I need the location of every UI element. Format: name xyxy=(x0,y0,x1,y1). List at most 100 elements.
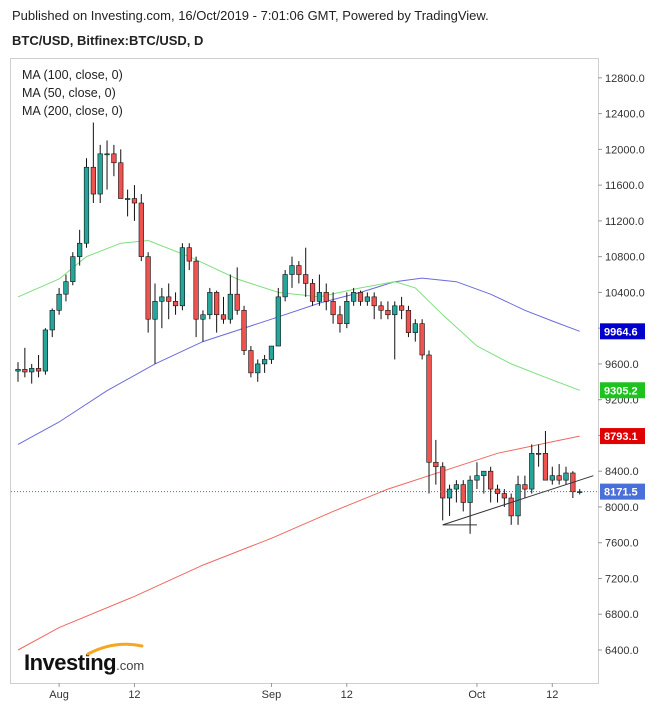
candle xyxy=(337,305,343,333)
candle-body xyxy=(83,166,90,244)
candle-body xyxy=(214,292,220,316)
candle xyxy=(186,243,192,271)
y-tick-label: 10800.0 xyxy=(605,252,645,264)
candle-body xyxy=(77,242,83,257)
candle xyxy=(63,274,69,302)
candle xyxy=(248,346,254,378)
x-tick-label: Aug xyxy=(49,689,69,701)
candle-body xyxy=(49,309,55,331)
candles xyxy=(15,122,583,534)
candle-body xyxy=(131,198,138,204)
candle xyxy=(282,270,288,302)
candle-body xyxy=(303,274,309,284)
candle-body xyxy=(248,350,254,374)
y-axis: 6400.06800.07200.07600.08000.08400.08800… xyxy=(598,73,645,657)
candle xyxy=(398,296,405,320)
y-tick-label: 7600.0 xyxy=(605,538,639,550)
candle-body xyxy=(549,475,555,481)
candle-body xyxy=(172,301,179,307)
candle xyxy=(145,252,151,333)
candle xyxy=(529,444,535,494)
candle-body xyxy=(440,466,446,499)
candle-body xyxy=(255,363,261,374)
y-tick-label: 7200.0 xyxy=(605,573,639,585)
candle xyxy=(289,256,295,288)
candle xyxy=(15,362,21,382)
candle xyxy=(481,470,487,494)
candle-body xyxy=(488,470,494,490)
candle-body xyxy=(159,296,165,302)
candle xyxy=(207,287,213,320)
legend-ma50: MA (50, close, 0) xyxy=(22,86,116,100)
y-tick-label: 6800.0 xyxy=(605,609,639,621)
candle-body xyxy=(227,293,233,320)
candle-body xyxy=(220,314,227,320)
candle xyxy=(227,274,233,324)
moving-averages xyxy=(17,239,580,651)
y-tick-label: 12000.0 xyxy=(605,144,645,156)
candle xyxy=(42,328,48,375)
candle xyxy=(214,290,220,333)
candle-body xyxy=(104,153,110,156)
candle-body xyxy=(15,368,21,372)
candle xyxy=(303,247,309,297)
candle xyxy=(159,287,165,329)
candle-body xyxy=(186,247,192,262)
candle-body xyxy=(234,293,240,311)
candle xyxy=(172,292,179,315)
ma200-line xyxy=(17,435,580,651)
candle xyxy=(446,484,453,516)
trendline xyxy=(442,475,594,526)
candle xyxy=(275,287,281,347)
y-tick-label: 11200.0 xyxy=(605,216,644,228)
published-caption: Published on Investing.com, 16/Oct/2019 … xyxy=(12,8,489,23)
candle-body xyxy=(179,247,186,307)
candle-body xyxy=(371,296,377,307)
candle xyxy=(508,493,514,525)
badge-label: 8171.5 xyxy=(604,487,638,499)
candle-body xyxy=(70,256,76,282)
candle-body xyxy=(357,292,364,302)
candle-body xyxy=(405,309,412,333)
candle xyxy=(453,480,460,503)
y-tick-label: 10400.0 xyxy=(605,287,645,299)
trendlines xyxy=(442,475,594,526)
candle-body xyxy=(412,323,418,333)
candle-body xyxy=(563,472,569,481)
candle xyxy=(563,466,569,485)
candle xyxy=(371,292,377,320)
candle-body xyxy=(207,292,213,316)
candle-body xyxy=(309,283,316,302)
candle-body xyxy=(97,153,103,195)
candle-body xyxy=(364,296,370,302)
candle xyxy=(378,301,384,320)
candle-body xyxy=(426,354,432,463)
candle xyxy=(104,140,110,190)
candle xyxy=(535,444,542,467)
candle xyxy=(344,292,350,329)
legend-ma100: MA (100, close, 0) xyxy=(22,68,123,82)
logo-swoosh-icon xyxy=(86,642,144,656)
candle-body xyxy=(90,166,96,195)
badge-label: 8793.1 xyxy=(604,431,638,443)
candle xyxy=(261,354,268,373)
candle xyxy=(357,290,364,306)
y-tick-label: 9600.0 xyxy=(605,359,639,371)
logo-name: Investing xyxy=(24,650,117,675)
badge-box xyxy=(600,483,645,500)
candle-body xyxy=(419,323,425,356)
y-tick-label: 11600.0 xyxy=(605,180,644,192)
candle-body xyxy=(111,153,117,164)
candle xyxy=(494,484,501,503)
price-badges: 9964.6 9305.2 8793.1 8171.5 xyxy=(600,323,645,500)
x-tick-label: 12 xyxy=(546,689,558,701)
candle-body xyxy=(268,345,275,360)
candle xyxy=(90,122,96,203)
candle-body xyxy=(145,256,151,320)
badge-box xyxy=(600,323,645,340)
candle-body xyxy=(385,309,391,316)
candle-body xyxy=(508,497,514,517)
candle-body xyxy=(556,475,562,481)
candle xyxy=(35,354,42,378)
badge-box xyxy=(600,428,645,445)
